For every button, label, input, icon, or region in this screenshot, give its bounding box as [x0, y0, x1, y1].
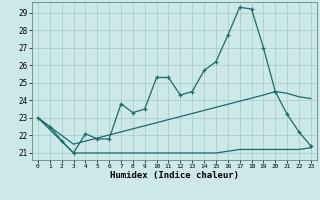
X-axis label: Humidex (Indice chaleur): Humidex (Indice chaleur): [110, 171, 239, 180]
